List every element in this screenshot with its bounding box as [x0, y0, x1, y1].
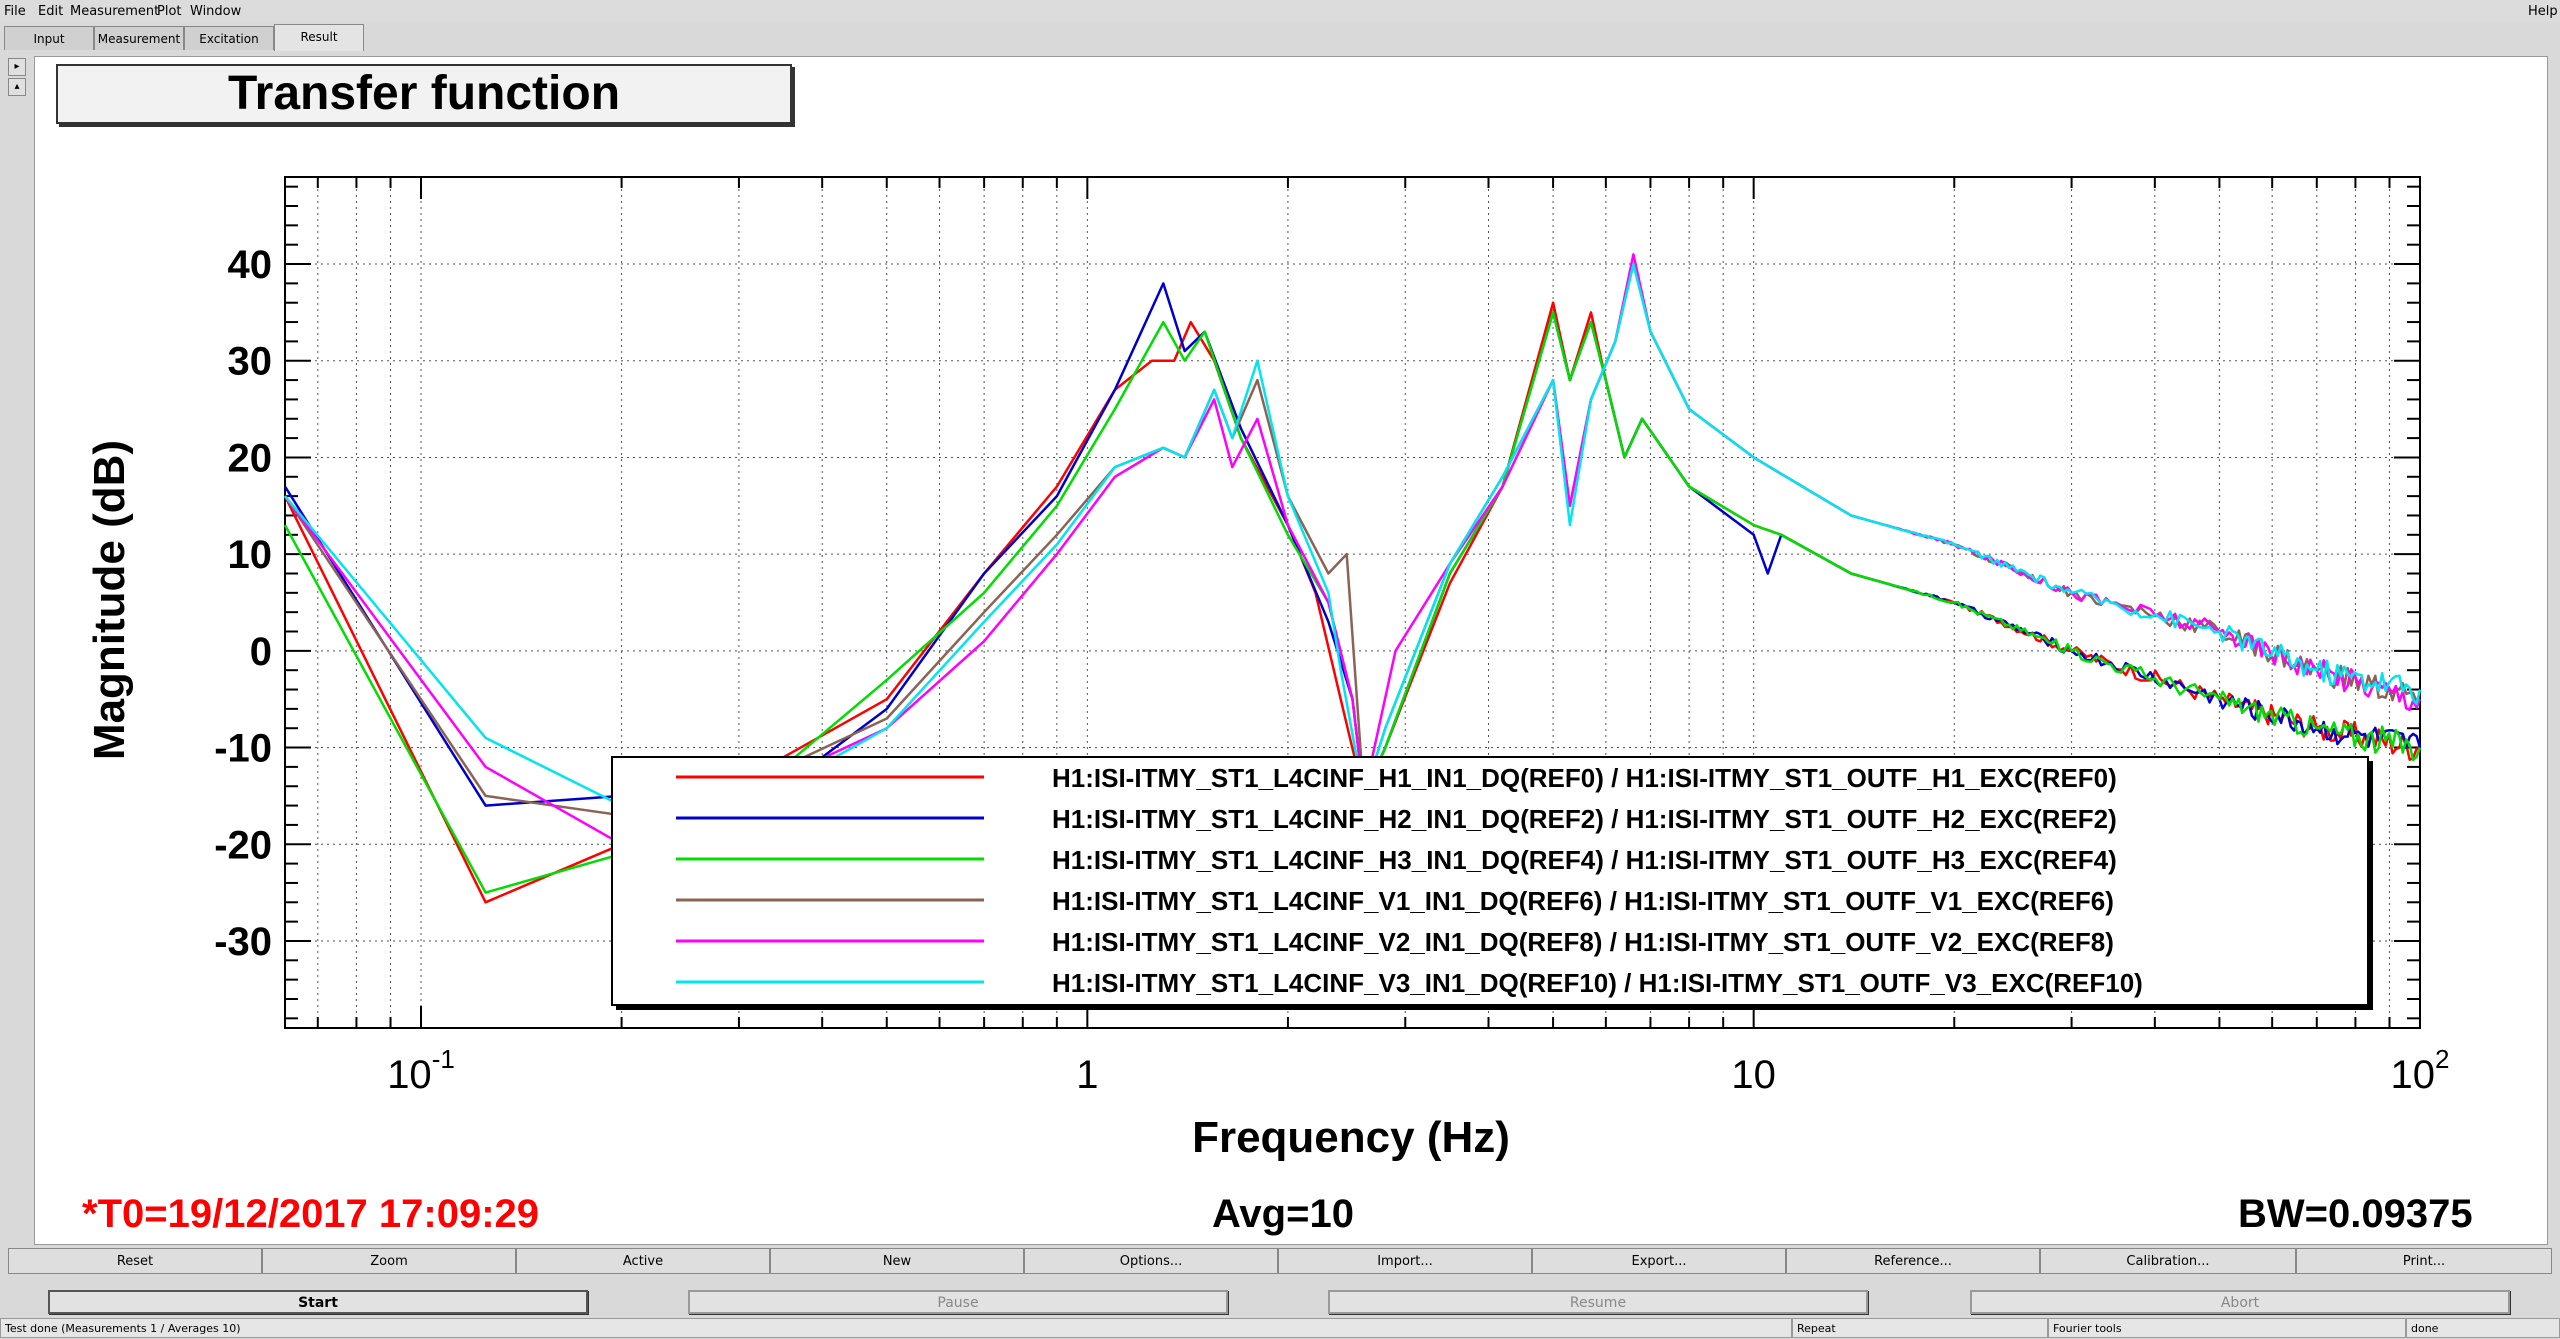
legend-shadow-right	[2368, 761, 2373, 1009]
y-axis-label: Magnitude (dB)	[85, 440, 134, 760]
tab-input[interactable]: Input	[4, 26, 94, 50]
legend: H1:ISI-ITMY_ST1_L4CINF_H1_IN1_DQ(REF0) /…	[611, 756, 2373, 1010]
abort-button[interactable]: Abort	[1970, 1290, 2510, 1314]
x-tick-label: 1	[1076, 1053, 1098, 1097]
x-tick-labels: 10-1 1 10 102	[387, 1044, 2449, 1097]
status-tools: Fourier tools	[2048, 1318, 2406, 1338]
reset-button[interactable]: Reset	[8, 1248, 262, 1274]
legend-entry: H1:ISI-ITMY_ST1_L4CINF_V1_IN1_DQ(REF6) /…	[1052, 886, 2114, 916]
tab-excitation[interactable]: Excitation	[184, 26, 274, 50]
tab-result[interactable]: Result	[274, 24, 364, 51]
x-tick-label: 10-1	[387, 1044, 455, 1097]
legend-shadow-bottom	[616, 1005, 2373, 1010]
menu-measurement[interactable]: Measurement	[70, 4, 160, 19]
legend-entry: H1:ISI-ITMY_ST1_L4CINF_V3_IN1_DQ(REF10) …	[1052, 968, 2143, 998]
menu-window[interactable]: Window	[190, 4, 242, 19]
plot-title: Transfer function	[56, 64, 792, 124]
arrow-right-icon[interactable]: ▸	[8, 58, 26, 76]
y-tick-label: -10	[214, 727, 272, 771]
tab-bar: Input Measurement Excitation Result	[0, 24, 2560, 52]
y-tick-label: 20	[228, 436, 273, 480]
calibration-button[interactable]: Calibration...	[2040, 1248, 2296, 1274]
y-tick-labels: 40 30 20 10 0 -10 -20 -30	[214, 243, 272, 964]
x-axis-label: Frequency (Hz)	[1192, 1113, 1510, 1162]
status-bar: Test done (Measurements 1 / Averages 10)…	[0, 1318, 2560, 1338]
axis-ticks	[285, 177, 2420, 1028]
menu-file[interactable]: File	[4, 4, 26, 19]
status-state: done	[2406, 1318, 2560, 1338]
measurement-controls: Start Pause Resume Abort	[8, 1290, 2552, 1316]
reference-button[interactable]: Reference...	[1786, 1248, 2040, 1274]
options-button[interactable]: Options...	[1024, 1248, 1278, 1274]
y-tick-label: 0	[250, 630, 272, 674]
y-tick-label: -20	[214, 823, 272, 867]
status-message: Test done (Measurements 1 / Averages 10)	[0, 1318, 1792, 1338]
legend-entry: H1:ISI-ITMY_ST1_L4CINF_V2_IN1_DQ(REF8) /…	[1052, 927, 2114, 957]
print-button[interactable]: Print...	[2296, 1248, 2552, 1274]
series-line	[284, 262, 2422, 807]
x-tick-label: 10	[1731, 1053, 1776, 1097]
new-button[interactable]: New	[770, 1248, 1024, 1274]
plot-series	[283, 253, 2422, 904]
panel-scroll-arrows: ▸ ▴	[8, 58, 28, 98]
series-line	[283, 311, 2422, 894]
menu-help[interactable]: Help	[2528, 4, 2558, 19]
zoom-button[interactable]: Zoom	[262, 1248, 516, 1274]
start-button[interactable]: Start	[48, 1290, 588, 1314]
legend-entry: H1:ISI-ITMY_ST1_L4CINF_H3_IN1_DQ(REF4) /…	[1052, 845, 2117, 875]
plot-toolbar: Reset Zoom Active New Options... Import.…	[8, 1248, 2552, 1274]
y-tick-label: 30	[228, 340, 273, 384]
status-repeat: Repeat	[1792, 1318, 2048, 1338]
legend-entry: H1:ISI-ITMY_ST1_L4CINF_H1_IN1_DQ(REF0) /…	[1052, 763, 2117, 793]
y-tick-label: 10	[228, 533, 273, 577]
t0-timestamp: *T0=19/12/2017 17:09:29	[82, 1192, 540, 1236]
active-button[interactable]: Active	[516, 1248, 770, 1274]
arrow-up-icon[interactable]: ▴	[8, 78, 26, 96]
export-button[interactable]: Export...	[1532, 1248, 1786, 1274]
avg-count: Avg=10	[1212, 1192, 1354, 1236]
import-button[interactable]: Import...	[1278, 1248, 1532, 1274]
legend-entry: H1:ISI-ITMY_ST1_L4CINF_H2_IN1_DQ(REF2) /…	[1052, 804, 2117, 834]
tab-measurement[interactable]: Measurement	[94, 26, 184, 50]
y-tick-label: -30	[214, 920, 272, 964]
x-tick-label: 102	[2391, 1044, 2450, 1097]
resume-button[interactable]: Resume	[1328, 1290, 1868, 1314]
pause-button[interactable]: Pause	[688, 1290, 1228, 1314]
bandwidth: BW=0.09375	[2238, 1192, 2473, 1236]
menu-bar: File Edit Measurement Plot Window Help	[0, 0, 2560, 22]
menu-edit[interactable]: Edit	[38, 4, 64, 19]
menu-plot[interactable]: Plot	[157, 4, 182, 19]
y-tick-label: 40	[228, 243, 273, 287]
